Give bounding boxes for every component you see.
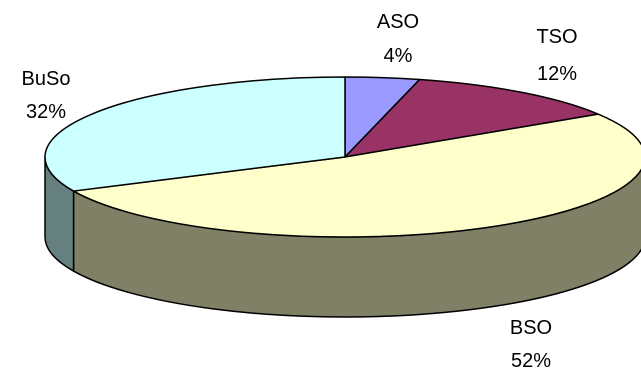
pie-slice-buso <box>44 76 346 192</box>
slice-label-tso: TSO <box>536 26 577 48</box>
slice-label-bso: BSO <box>510 317 552 339</box>
slice-percent-tso: 12% <box>537 63 577 85</box>
slice-label-buso: BuSo <box>22 68 71 90</box>
slice-percent-buso: 32% <box>26 101 66 123</box>
slice-percent-aso: 4% <box>384 45 413 67</box>
pie-slice-bso <box>72 113 641 238</box>
pie-tops <box>44 76 641 238</box>
pie-slice-tso <box>344 78 600 158</box>
pie-labels: ASO 4% TSO 12% BSO 52% BuSo 32% <box>22 11 578 372</box>
slice-percent-bso: 52% <box>511 350 551 372</box>
slice-label-aso: ASO <box>377 11 419 33</box>
